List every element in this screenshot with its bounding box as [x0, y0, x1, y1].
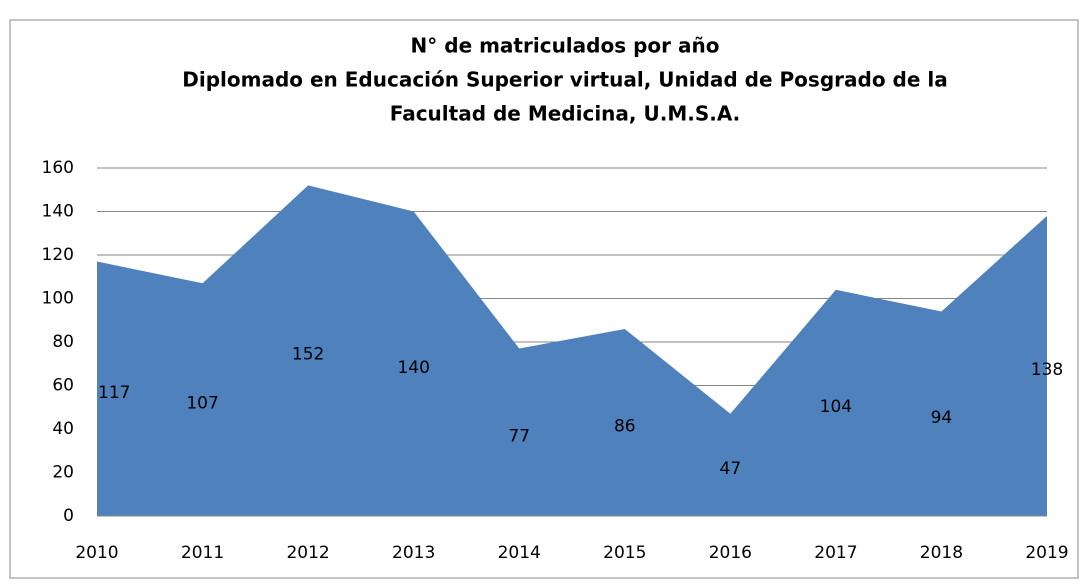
y-tick-label: 40: [52, 419, 74, 439]
y-tick-label: 20: [52, 463, 74, 483]
y-tick-label: 160: [42, 158, 74, 178]
data-label: 117: [98, 383, 130, 403]
data-label: 138: [1031, 360, 1063, 380]
y-tick-label: 60: [52, 376, 74, 396]
y-tick-label: 100: [42, 289, 74, 309]
data-label: 86: [614, 416, 636, 436]
y-tick-label: 120: [42, 245, 74, 265]
data-label: 77: [508, 426, 530, 446]
chart-title: Diplomado en Educación Superior virtual,…: [182, 68, 947, 92]
chart-title: Facultad de Medicina, U.M.S.A.: [390, 102, 741, 126]
x-tick-label: 2015: [603, 543, 646, 563]
data-label: 140: [397, 358, 429, 378]
x-tick-label: 2010: [75, 543, 118, 563]
y-tick-label: 80: [52, 332, 74, 352]
y-tick-label: 140: [42, 202, 74, 222]
area: [97, 185, 1047, 516]
x-tick-label: 2013: [392, 543, 435, 563]
data-label: 94: [931, 408, 953, 428]
x-tick-label: 2019: [1025, 543, 1068, 563]
x-tick-label: 2014: [498, 543, 541, 563]
x-tick-label: 2012: [286, 543, 329, 563]
x-tick-label: 2011: [181, 543, 224, 563]
data-label: 152: [292, 345, 324, 365]
x-tick-label: 2016: [709, 543, 752, 563]
data-label: 104: [820, 397, 852, 417]
x-tick-label: 2017: [814, 543, 857, 563]
data-label: 47: [720, 459, 742, 479]
chart-title: N° de matriculados por año: [411, 34, 720, 58]
x-tick-label: 2018: [920, 543, 963, 563]
y-tick-label: 0: [63, 506, 74, 526]
data-label: 107: [186, 394, 218, 414]
